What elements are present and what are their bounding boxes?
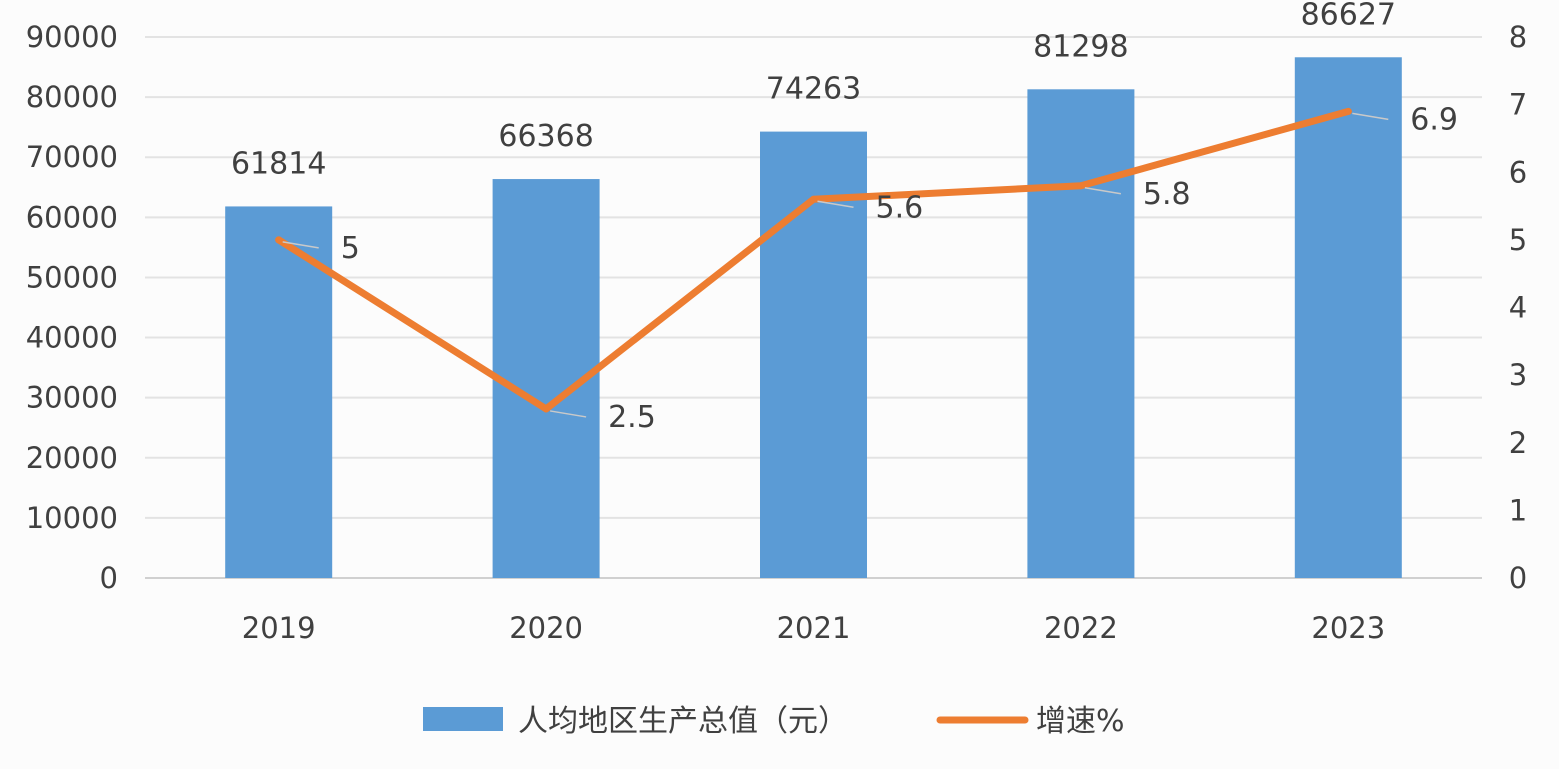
left-axis-tick-label: 90000 [26,20,118,54]
line-value-label: 5.8 [1143,177,1191,212]
leader-line [282,241,319,249]
right-axis: 0 1 2 3 4 5 6 7 8 [1509,20,1527,595]
left-axis-tick-label: 40000 [26,321,118,355]
left-axis-tick-label: 60000 [26,200,118,234]
data-labels: 61814 66368 74263 81298 86627 5 2.5 5.6 5.8 6.9 [231,0,1458,435]
bar [1294,57,1402,579]
x-axis-tick-label: 2019 [242,611,316,645]
x-axis-tick-label: 2021 [777,611,851,645]
right-axis-tick-label: 2 [1509,426,1527,460]
leader-line [1352,112,1389,121]
legend-swatch-bar [423,707,503,731]
leader-line [817,200,854,209]
line-point [810,195,817,203]
line-value-label: 6.9 [1410,102,1458,137]
legend-label-gdp: 人均地区生产总值（元） [518,704,848,739]
right-axis-tick-label: 6 [1509,155,1527,189]
line-point [1344,107,1352,115]
right-axis-tick-label: 0 [1509,561,1527,595]
bar-value-label: 86627 [1301,0,1396,32]
left-axis: 0 10000 20000 30000 40000 50000 60000 70000 8000… [26,20,118,595]
left-axis-tick-label: 30000 [26,381,118,415]
right-axis-tick-label: 3 [1509,358,1527,392]
line-value-label: 5.6 [876,190,924,225]
left-axis-tick-label: 20000 [26,441,118,475]
legend-label-growth: 增速% [1036,704,1125,739]
line-point [275,236,283,244]
bar-series [225,57,1402,579]
line-series [275,107,1389,418]
x-axis-tick-label: 2022 [1044,611,1118,645]
x-axis: 2019 2020 2021 2022 2023 [242,611,1385,645]
leader-line [1084,187,1122,195]
bar-value-label: 61814 [231,146,326,181]
line-value-label: 2.5 [608,400,656,435]
bar-value-label: 81298 [1033,29,1128,64]
left-axis-tick-label: 50000 [26,260,118,294]
left-axis-tick-label: 0 [100,561,118,595]
bar [225,206,333,578]
bar [1027,89,1135,578]
right-axis-tick-label: 4 [1509,291,1527,325]
left-axis-tick-label: 10000 [26,501,118,535]
left-axis-tick-label: 80000 [26,80,118,114]
right-axis-tick-label: 5 [1509,223,1527,257]
line-value-label: 5 [341,231,360,266]
x-axis-tick-label: 2023 [1311,611,1385,645]
line-point [1077,182,1085,190]
right-axis-tick-label: 1 [1509,493,1527,527]
legend: 人均地区生产总值（元） 增速% [423,704,1125,739]
bar-value-label: 74263 [766,72,861,107]
leader-line [549,410,587,418]
right-axis-tick-label: 8 [1509,20,1527,54]
x-axis-tick-label: 2020 [509,611,583,645]
bar-value-label: 66368 [498,119,593,154]
right-axis-tick-label: 7 [1509,88,1527,122]
left-axis-tick-label: 70000 [26,140,118,174]
line-point [542,405,550,413]
